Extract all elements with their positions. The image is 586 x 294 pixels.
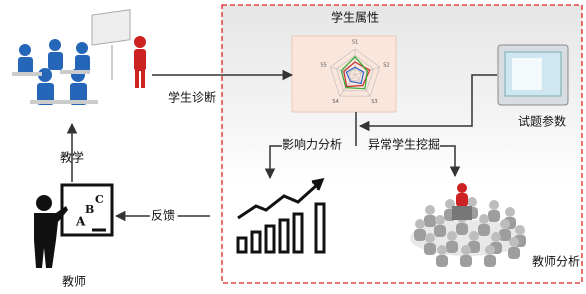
person-head	[485, 245, 495, 255]
person-body	[424, 243, 436, 255]
person-body	[436, 255, 448, 267]
person-head	[505, 207, 515, 217]
person-head	[515, 225, 525, 235]
person-head	[425, 233, 435, 243]
crowd-icon	[410, 183, 526, 267]
person-body	[484, 255, 496, 267]
person-body	[446, 241, 458, 253]
person-body	[499, 229, 511, 241]
radar-axis-label: S3	[371, 99, 377, 105]
label: 教学	[60, 150, 84, 165]
students-icon	[12, 10, 146, 105]
radar-axis-label: S2	[383, 62, 389, 68]
person-body	[424, 215, 436, 227]
person-body	[488, 210, 500, 222]
label: 教师分析	[532, 254, 580, 269]
person-head	[415, 219, 425, 229]
monitor-icon	[498, 45, 568, 105]
label: 反馈	[151, 209, 175, 223]
person-head	[461, 245, 471, 255]
person-body	[434, 225, 446, 237]
diagram: S1 S2 S3 S4 S5 学生属性 试题参数 学生诊断 影响力分析 异常学生挖掘 教…	[0, 0, 586, 294]
radar-axis-label: S1	[352, 40, 358, 46]
radar-axis-label: S5	[320, 62, 326, 68]
person-head	[437, 245, 447, 255]
board-text: C	[95, 193, 104, 206]
person-body	[478, 224, 490, 236]
person-head	[435, 215, 445, 225]
label: 试题参数	[518, 114, 566, 129]
label: 影响力分析	[282, 137, 342, 152]
label: 异常学生挖掘	[368, 137, 440, 152]
person-head	[425, 205, 435, 215]
person-head	[489, 200, 499, 210]
person-head	[457, 183, 467, 193]
radar-axis-label: S4	[332, 99, 338, 105]
influence-icon	[238, 180, 324, 252]
board-text: B	[85, 203, 94, 216]
person-body	[508, 247, 520, 259]
person-body	[456, 193, 468, 207]
person-head	[447, 231, 457, 241]
teacher-icon: A B C	[34, 185, 112, 268]
person-body	[456, 223, 468, 235]
person-head	[467, 197, 477, 207]
person-head	[500, 219, 510, 229]
pedestal	[452, 206, 472, 220]
person-body	[460, 255, 472, 267]
board-text: A	[75, 215, 86, 229]
person-head	[479, 214, 489, 224]
label: 学生诊断	[168, 90, 216, 105]
person-head	[509, 237, 519, 247]
person-body	[414, 229, 426, 241]
person-head	[469, 231, 479, 241]
label: 学生属性	[331, 10, 379, 25]
label: 教师	[62, 274, 86, 289]
person-head	[491, 232, 501, 242]
